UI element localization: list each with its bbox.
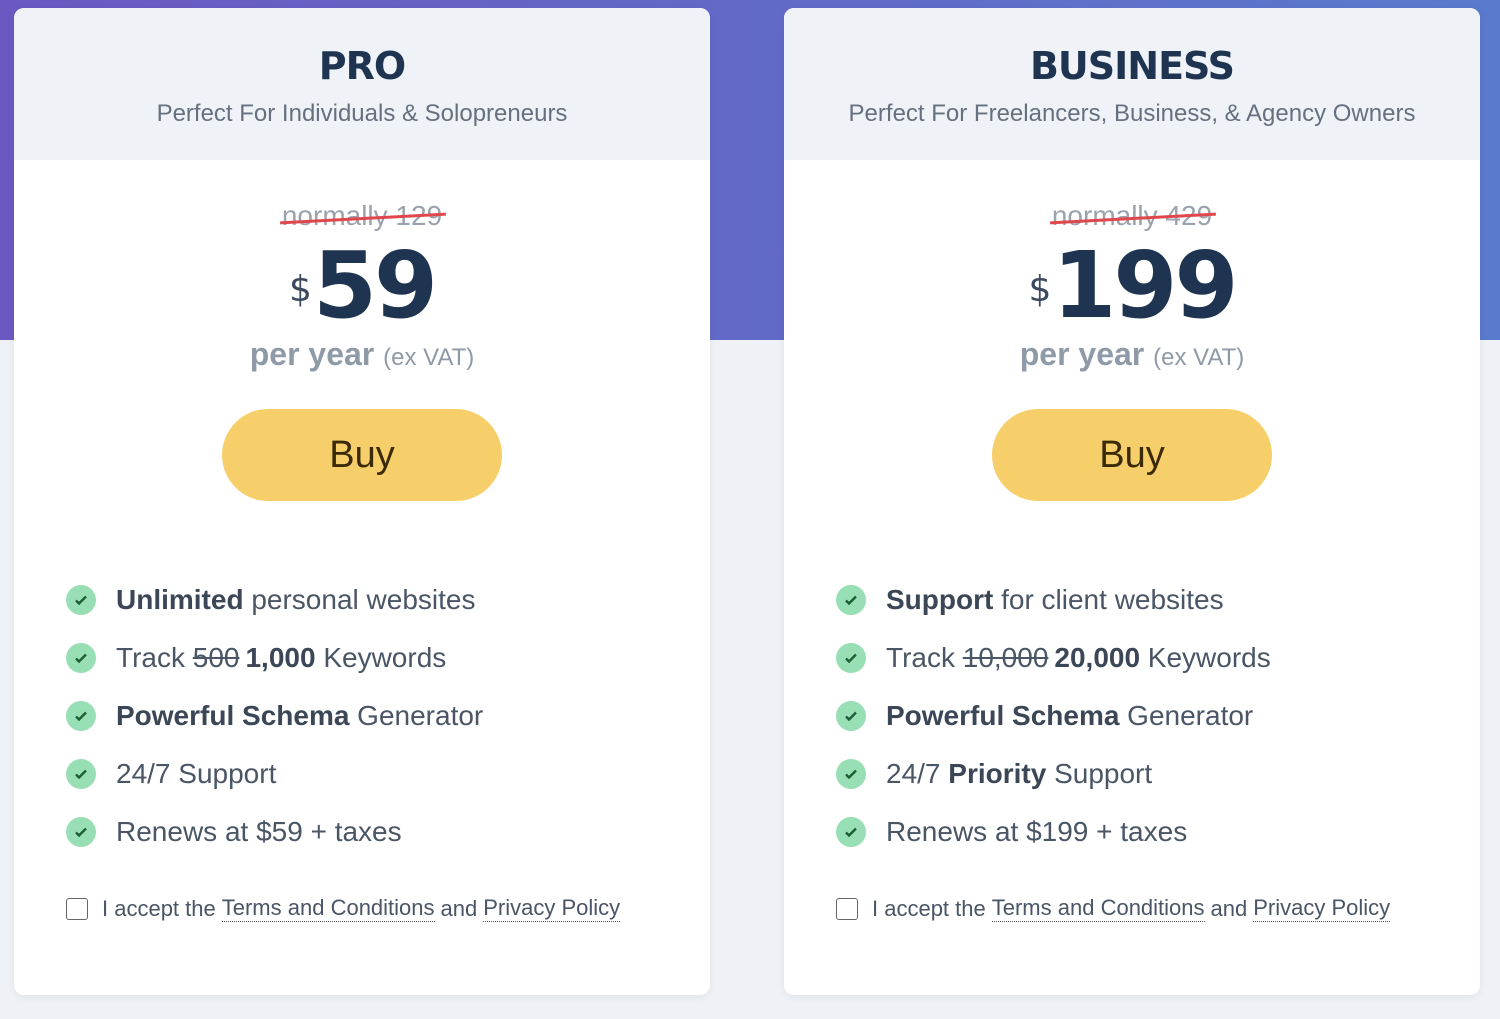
feature-text: Keywords <box>1140 642 1271 673</box>
feature-item: Unlimited personal websites <box>66 571 710 629</box>
terms-text: I accept the <box>102 895 216 921</box>
feature-item: 24/7 Priority Support <box>836 745 1480 803</box>
feature-text: Renews at $59 + taxes <box>116 816 402 847</box>
feature-item: Track 10,000 20,000 Keywords <box>836 629 1480 687</box>
feature-highlight: 1,000 <box>245 642 316 673</box>
feature-item: Support for client websites <box>836 571 1480 629</box>
check-icon <box>836 643 866 673</box>
check-icon <box>836 817 866 847</box>
check-icon <box>66 585 96 615</box>
billing-period: per year (ex VAT) <box>14 336 710 373</box>
feature-item: 24/7 Support <box>66 745 710 803</box>
feature-item: Powerful Schema Generator <box>836 687 1480 745</box>
feature-item: Renews at $199 + taxes <box>836 803 1480 861</box>
check-icon <box>836 585 866 615</box>
terms-acceptance: I accept the Terms and Conditions and Pr… <box>66 895 710 922</box>
terms-acceptance: I accept the Terms and Conditions and Pr… <box>836 895 1480 922</box>
check-icon <box>836 759 866 789</box>
feature-item: Powerful Schema Generator <box>66 687 710 745</box>
currency-symbol: $ <box>1028 269 1052 310</box>
feature-text: Track <box>886 642 963 673</box>
price: $199 <box>784 240 1480 332</box>
buy-button[interactable]: Buy <box>222 409 502 501</box>
terms-text: and <box>440 895 478 921</box>
check-icon <box>836 701 866 731</box>
feature-old-value: 500 <box>192 642 240 673</box>
feature-text: Support <box>1046 758 1153 789</box>
vat-note: (ex VAT) <box>383 344 475 371</box>
feature-text: for client websites <box>993 584 1224 615</box>
check-icon <box>66 643 96 673</box>
terms-checkbox[interactable] <box>66 897 88 920</box>
feature-text: Generator <box>349 700 484 731</box>
feature-highlight: Powerful Schema <box>116 700 350 731</box>
plan-header: PRO Perfect For Individuals & Solopreneu… <box>14 8 710 160</box>
plan-title: BUSINESS <box>1029 44 1235 88</box>
vat-note: (ex VAT) <box>1153 344 1245 371</box>
plan-card-pro: PRO Perfect For Individuals & Solopreneu… <box>14 8 710 995</box>
privacy-link[interactable]: Privacy Policy <box>483 895 621 922</box>
terms-checkbox[interactable] <box>836 897 858 920</box>
terms-link[interactable]: Terms and Conditions <box>991 895 1205 922</box>
buy-button[interactable]: Buy <box>992 409 1272 501</box>
original-price: normally 429 <box>1051 200 1213 231</box>
feature-text: 24/7 <box>886 758 949 789</box>
feature-highlight: Unlimited <box>116 584 244 615</box>
feature-item: Track 500 1,000 Keywords <box>66 629 710 687</box>
feature-highlight: Support <box>886 584 994 615</box>
check-icon <box>66 817 96 847</box>
plan-subtitle: Perfect For Individuals & Solopreneurs <box>156 100 568 127</box>
feature-list: Support for client websites Track 10,000 2… <box>836 571 1480 861</box>
feature-item: Renews at $59 + taxes <box>66 803 710 861</box>
period-label: per year <box>1019 336 1145 372</box>
plan-card-business: BUSINESS Perfect For Freelancers, Busine… <box>784 8 1480 995</box>
feature-text: Track <box>116 642 193 673</box>
terms-text: I accept the <box>872 895 986 921</box>
plan-header: BUSINESS Perfect For Freelancers, Busine… <box>784 8 1480 160</box>
feature-text: personal websites <box>243 584 476 615</box>
price-amount: 59 <box>312 232 438 339</box>
check-icon <box>66 759 96 789</box>
privacy-link[interactable]: Privacy Policy <box>1253 895 1391 922</box>
terms-link[interactable]: Terms and Conditions <box>221 895 435 922</box>
feature-highlight: Powerful Schema <box>886 700 1120 731</box>
feature-highlight: Priority <box>948 758 1047 789</box>
billing-period: per year (ex VAT) <box>784 336 1480 373</box>
feature-text: Renews at $199 + taxes <box>886 816 1188 847</box>
feature-highlight: 20,000 <box>1054 642 1141 673</box>
price: $59 <box>14 240 710 332</box>
feature-old-value: 10,000 <box>962 642 1049 673</box>
feature-text: 24/7 Support <box>116 758 277 789</box>
feature-list: Unlimited personal websites Track 500 1,00… <box>66 571 710 861</box>
feature-text: Generator <box>1119 700 1254 731</box>
currency-symbol: $ <box>289 269 312 310</box>
original-price: normally 129 <box>281 200 443 231</box>
plan-title: PRO <box>318 44 406 88</box>
check-icon <box>66 701 96 731</box>
terms-text: and <box>1210 895 1248 921</box>
period-label: per year <box>249 336 375 372</box>
plan-subtitle: Perfect For Freelancers, Business, & Age… <box>848 100 1416 127</box>
price-amount: 199 <box>1052 232 1238 339</box>
feature-text: Keywords <box>315 642 447 673</box>
